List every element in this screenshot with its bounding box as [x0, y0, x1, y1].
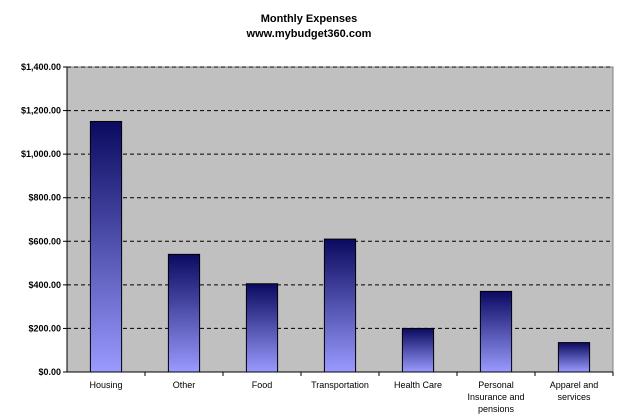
- y-tick-label: $200.00: [28, 323, 61, 333]
- x-tick-label: Apparel and services: [550, 380, 599, 402]
- x-tick-label: Transportation: [311, 380, 369, 390]
- x-tick-label-line: pensions: [478, 404, 515, 414]
- bar: [401, 327, 435, 373]
- chart-subtitle: www.mybudget360.com: [246, 28, 372, 40]
- x-tick-label-line: Apparel and: [550, 380, 599, 390]
- x-tick-label-line: Other: [173, 380, 196, 390]
- bar: [479, 290, 513, 373]
- bar: [167, 253, 201, 373]
- y-tick-label: $0.00: [38, 367, 61, 377]
- bar: [323, 238, 357, 373]
- y-tick-label: $800.00: [28, 193, 61, 203]
- y-tick-label: $1,400.00: [21, 62, 61, 72]
- x-tick-label-line: Food: [252, 380, 273, 390]
- x-tick-label: Other: [173, 380, 196, 390]
- x-tick-label: Personal Insurance and pensions: [467, 380, 524, 414]
- bar: [89, 120, 123, 373]
- x-tick-label: Food: [252, 380, 273, 390]
- x-tick-label: Health Care: [394, 380, 442, 390]
- chart-title: Monthly Expenses: [261, 13, 358, 25]
- x-tick-label-line: Personal: [478, 380, 514, 390]
- x-tick-label-line: Health Care: [394, 380, 442, 390]
- x-tick-label-line: Transportation: [311, 380, 369, 390]
- y-tick-label: $400.00: [28, 280, 61, 290]
- y-tick-label: $1,000.00: [21, 149, 61, 159]
- x-tick-label-line: services: [557, 392, 591, 402]
- x-tick-label-line: Housing: [89, 380, 122, 390]
- bar: [245, 283, 279, 373]
- y-tick-label: $1,200.00: [21, 106, 61, 116]
- x-tick-label: Housing: [89, 380, 122, 390]
- bar: [557, 342, 591, 373]
- plot-area: $0.00 $200.00 $400.00 $600.00 $800.00 $1,000.…: [21, 62, 614, 414]
- y-tick-label: $600.00: [28, 236, 61, 246]
- x-tick-label-line: Insurance and: [467, 392, 524, 402]
